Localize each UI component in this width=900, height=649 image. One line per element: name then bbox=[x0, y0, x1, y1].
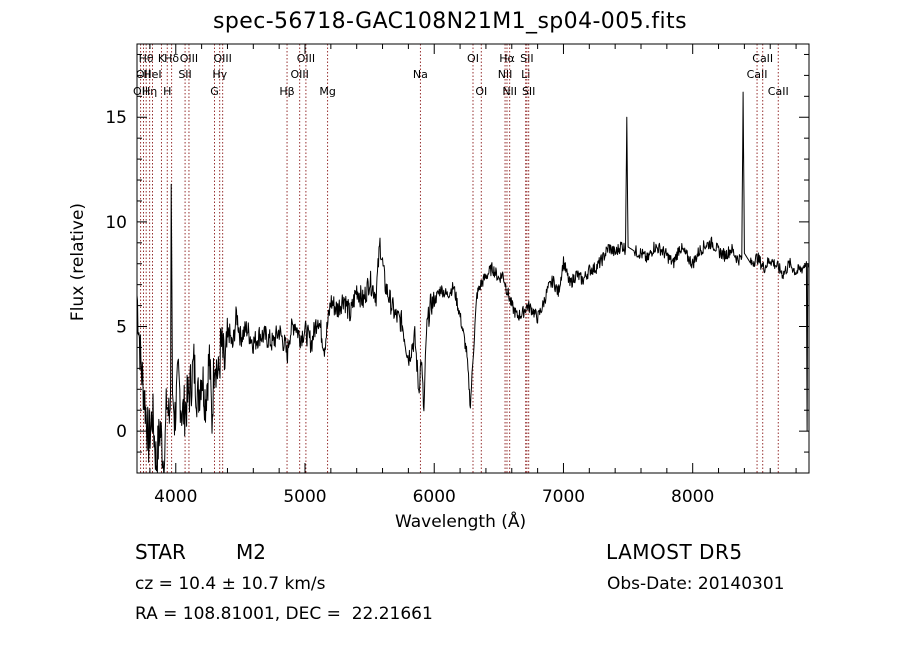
spectral-line-label: OI bbox=[475, 85, 487, 98]
spectral-line-label: Hθ bbox=[139, 52, 154, 65]
plot-frame bbox=[136, 43, 810, 474]
spectral-line-label: CaII bbox=[747, 68, 768, 81]
spectral-line-label: Li bbox=[521, 68, 530, 81]
x-tick-label: 7000 bbox=[542, 487, 585, 507]
spectral-line-label: OI bbox=[467, 52, 479, 65]
spectral-line-label: OIII bbox=[213, 52, 231, 65]
spectral-line-label: OIII bbox=[291, 68, 309, 81]
series-layer bbox=[136, 91, 810, 474]
spectrum-series-line bbox=[136, 91, 810, 474]
spectral-line-label: H bbox=[163, 85, 171, 98]
spectral-line-label: HeI bbox=[143, 68, 161, 81]
y-axis-label: Flux (relative) bbox=[68, 202, 88, 322]
spectral-line-label: OIII bbox=[180, 52, 198, 65]
spectral-line-label: SII bbox=[520, 52, 533, 65]
x-tick-label: 6000 bbox=[413, 487, 456, 507]
spectral-line-label: NII bbox=[498, 68, 513, 81]
spectral-line-label: NII bbox=[502, 85, 517, 98]
object-class: STAR bbox=[135, 540, 186, 564]
spectral-line-label: Hη bbox=[142, 85, 157, 98]
spectral-line-label: Hγ bbox=[212, 68, 227, 81]
axes: 4000 5000 6000 7000 8000 0 5 10 15 bbox=[105, 43, 810, 507]
object-subclass: M2 bbox=[236, 540, 266, 564]
y-tick-label: 0 bbox=[116, 422, 127, 442]
spectral-line-label: K bbox=[158, 52, 166, 65]
spectral-line-label: OII bbox=[136, 68, 151, 81]
spectral-line-label: Mg bbox=[319, 85, 335, 98]
redshift-velocity: cz = 10.4 ± 10.7 km/s bbox=[135, 574, 326, 594]
spectral-line-label: CaII bbox=[768, 85, 789, 98]
spectral-line-label: G bbox=[210, 85, 219, 98]
spectral-line-label: SII bbox=[178, 68, 191, 81]
spectral-line-markers: OIIOIIHθHηHeIKHHδSIIOIIIGHγOIIIHβOIIIOII… bbox=[133, 44, 789, 473]
spectral-line-label: CaII bbox=[752, 52, 773, 65]
y-tick-label: 10 bbox=[105, 213, 127, 233]
survey-name: LAMOST DR5 bbox=[606, 540, 743, 564]
y-tick-label: 15 bbox=[105, 108, 127, 128]
x-tick-label: 8000 bbox=[671, 487, 714, 507]
spectral-line-label: Hδ bbox=[164, 52, 179, 65]
chart-title: spec-56718-GAC108N21M1_sp04-005.fits bbox=[213, 9, 687, 34]
spectral-line-label: Na bbox=[413, 68, 428, 81]
coordinates: RA = 108.81001, DEC = 22.21661 bbox=[135, 604, 433, 624]
y-tick-label: 5 bbox=[116, 318, 127, 338]
x-tick-label: 5000 bbox=[283, 487, 326, 507]
spectral-line-label: Hβ bbox=[279, 85, 294, 98]
x-tick-label: 4000 bbox=[154, 487, 197, 507]
spectral-line-label: SII bbox=[522, 85, 535, 98]
observation-date: Obs-Date: 20140301 bbox=[607, 574, 785, 594]
spectral-line-label: Hα bbox=[499, 52, 515, 65]
x-axis-label: Wavelength (Å) bbox=[395, 512, 527, 532]
spectral-line-label: OIII bbox=[297, 52, 315, 65]
